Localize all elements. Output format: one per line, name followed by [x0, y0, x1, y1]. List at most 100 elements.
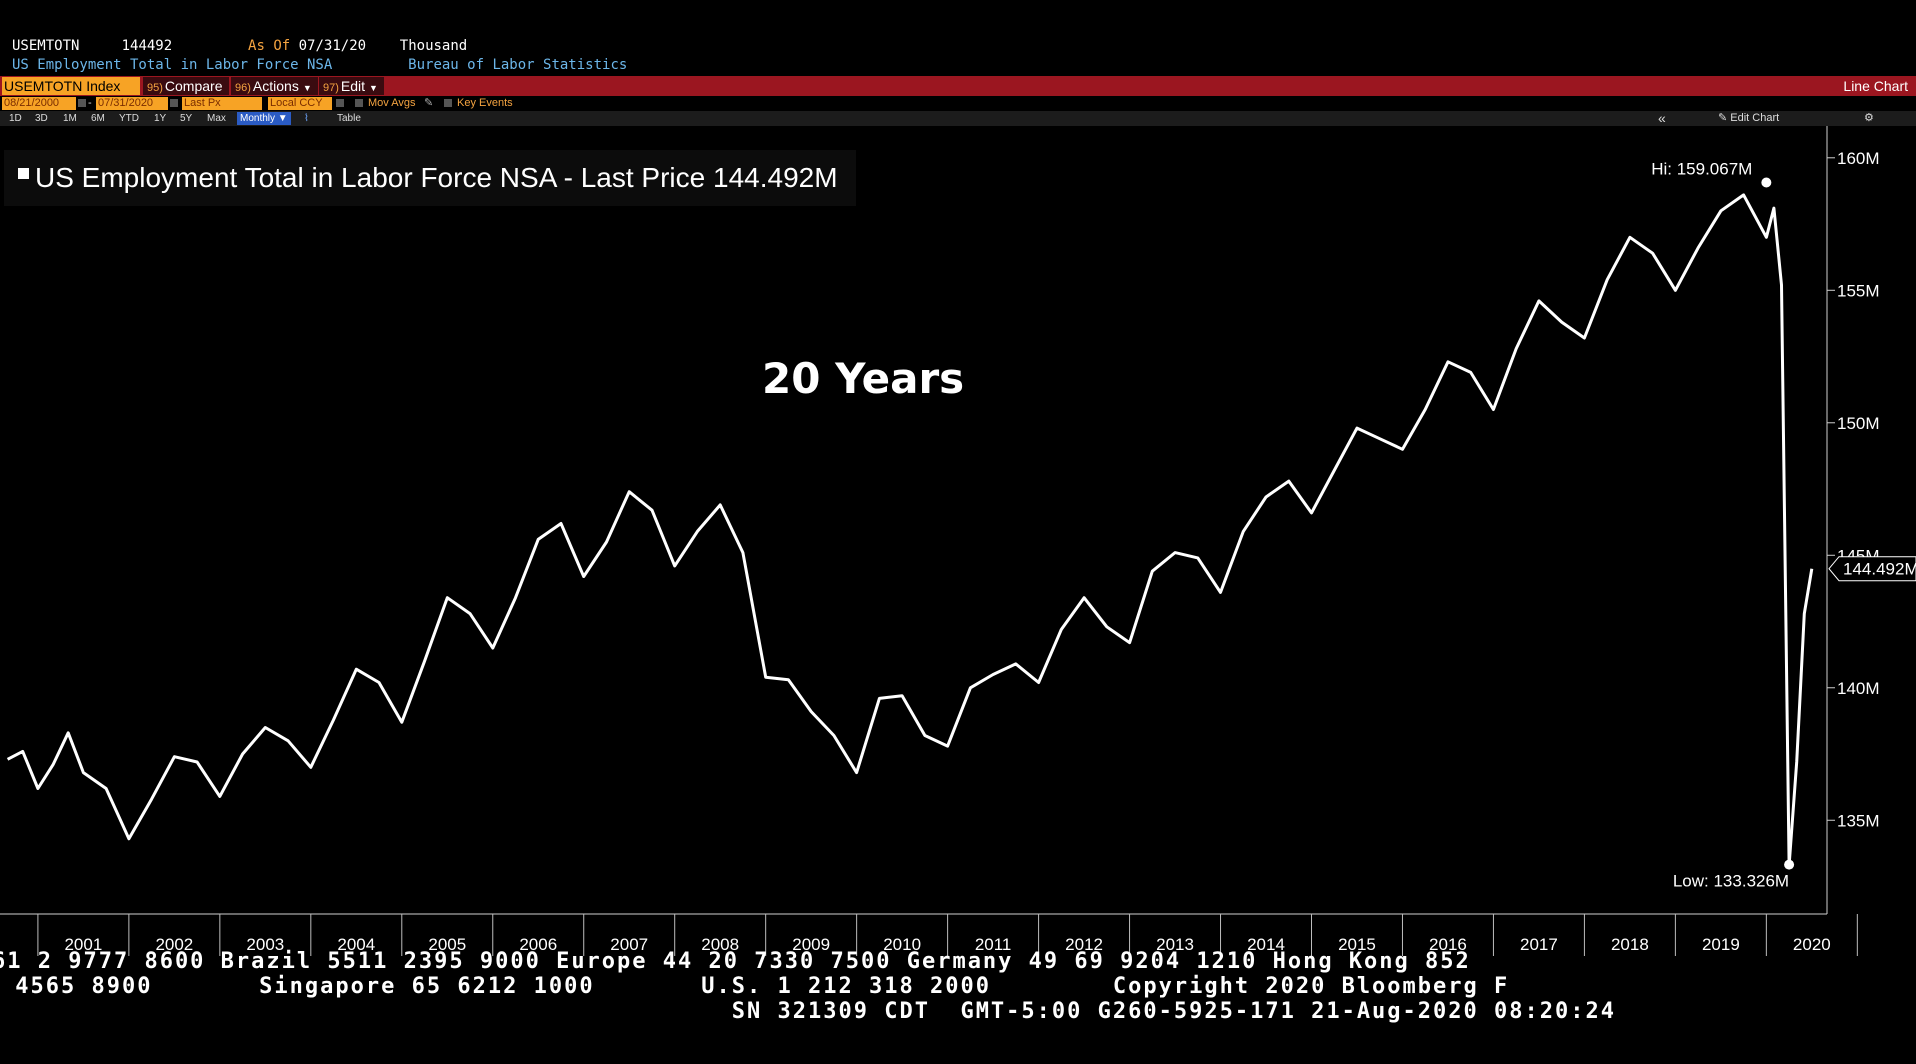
x-tick-label: 2006: [519, 935, 557, 954]
x-tick-label: 2015: [1338, 935, 1376, 954]
period-max-button[interactable]: Max: [207, 113, 226, 124]
x-tick-label: 2019: [1702, 935, 1740, 954]
key-events-checkbox[interactable]: [444, 99, 452, 107]
end-date-input[interactable]: 07/31/2020: [96, 97, 168, 110]
x-tick-label: 2018: [1611, 935, 1649, 954]
y-tick-label: 150M: [1837, 414, 1880, 433]
period-1d-button[interactable]: 1D: [9, 113, 22, 124]
as-of-date: 07/31/20: [298, 38, 367, 54]
chart-annotation: 20 Years: [762, 354, 965, 403]
x-tick-label: 2009: [792, 935, 830, 954]
ticker-code: USEMTOTN: [12, 38, 80, 54]
chevron-down-icon: ▼: [369, 83, 378, 93]
x-tick-label: 2001: [64, 935, 102, 954]
chevron-down-icon: ▼: [302, 83, 312, 93]
command-bar: USEMTOTN Index 95) Compare 96) Actions ▼ 97…: [0, 76, 1916, 96]
period-toolbar: 1D 3D 1M 6M YTD 1Y 5Y Max Monthly ▼ ⌇ Ta…: [0, 111, 1916, 126]
legend-last-value: 144.492M: [713, 162, 838, 193]
edit-shortcut: 97): [323, 82, 339, 94]
data-source: Bureau of Labor Statistics: [408, 57, 628, 73]
y-tick-label: 140M: [1837, 679, 1880, 698]
compare-shortcut: 95): [147, 82, 163, 94]
employment-series-line: [6, 193, 1814, 867]
chart-type-selector[interactable]: Line Chart: [1843, 78, 1908, 94]
footer-contacts-line-2: 4565 8900 Singapore 65 6212 1000 U.S. 1 …: [0, 974, 1510, 999]
key-events-label[interactable]: Key Events: [457, 97, 513, 109]
line-chart: 2001 2002 2003 2004 2005 2006 2007 2008 2009 2010…: [0, 126, 1916, 956]
period-6m-button[interactable]: 6M: [91, 113, 105, 124]
last-value-tag: [1828, 556, 1916, 582]
compare-label: Compare: [164, 78, 223, 94]
collapse-button[interactable]: «: [1658, 110, 1666, 126]
hi-low-markers: Hi: 159.067M Low: 133.326M 144.492M: [1651, 160, 1916, 891]
frequency-label: Monthly: [240, 113, 276, 124]
axis-lines: [0, 126, 1828, 915]
currency-dropdown-icon[interactable]: [336, 99, 344, 107]
x-tick-label: 2012: [1065, 935, 1103, 954]
x-tick-label: 2013: [1156, 935, 1194, 954]
high-point-label: Hi: 159.067M: [1651, 160, 1752, 179]
table-button[interactable]: Table: [337, 113, 361, 124]
as-of-label: As Of: [248, 38, 291, 54]
x-tick-label: 2010: [883, 935, 921, 954]
x-axis-ticks: 2001 2002 2003 2004 2005 2006 2007 2008 2009 2010…: [37, 914, 1858, 956]
edit-chart-button[interactable]: ✎ Edit Chart: [1718, 111, 1779, 126]
currency-selector[interactable]: Local CCY: [268, 97, 332, 110]
x-tick-label: 2011: [975, 935, 1012, 954]
low-point-marker: [1784, 859, 1795, 870]
period-1y-button[interactable]: 1Y: [154, 113, 167, 124]
high-point-marker: [1761, 177, 1772, 188]
calendar-icon[interactable]: [170, 99, 178, 107]
mov-avgs-label[interactable]: Mov Avgs: [368, 97, 416, 109]
period-1m-button[interactable]: 1M: [63, 113, 77, 124]
date-separator: -: [88, 97, 92, 109]
line-style-icon[interactable]: ⌇: [304, 113, 309, 124]
actions-button[interactable]: 96) Actions ▼: [231, 77, 318, 95]
y-tick-label: 160M: [1837, 149, 1880, 168]
security-input[interactable]: USEMTOTN Index: [2, 77, 140, 95]
x-tick-label: 2002: [155, 935, 193, 954]
edit-button[interactable]: 97) Edit ▼: [319, 77, 384, 95]
edit-chart-icon: ✎: [1718, 112, 1728, 124]
footer-session-line: SN 321309 CDT GMT-5:00 G260-5925-171 21-…: [0, 999, 1616, 1024]
edit-label: Edit: [340, 78, 366, 94]
calendar-icon[interactable]: [78, 99, 86, 107]
period-ytd-button[interactable]: YTD: [119, 113, 139, 124]
start-date-input[interactable]: 08/21/2000: [2, 97, 76, 110]
period-3d-button[interactable]: 3D: [35, 113, 48, 124]
compare-button[interactable]: 95) Compare: [143, 77, 229, 95]
field-selector[interactable]: Last Px: [182, 97, 262, 110]
frequency-selector[interactable]: Monthly ▼: [237, 112, 291, 125]
legend-swatch: [18, 168, 29, 179]
x-tick-label: 2005: [428, 935, 466, 954]
legend-text: US Employment Total in Labor Force NSA -…: [35, 162, 706, 193]
x-tick-label: 2004: [337, 935, 375, 954]
x-tick-label: 2016: [1429, 935, 1467, 954]
low-point-label: Low: 133.326M: [1673, 872, 1789, 891]
x-tick-label: 2017: [1520, 935, 1558, 954]
last-value-label: 144.492M: [1843, 560, 1916, 579]
x-tick-label: 2020: [1793, 935, 1831, 954]
footer-contacts-line-1: 61 2 9777 8600 Brazil 5511 2395 9000 Eur…: [0, 949, 1471, 974]
x-tick-label: 2014: [1247, 935, 1285, 954]
y-tick-label: 135M: [1837, 811, 1880, 830]
x-tick-label: 2003: [246, 935, 284, 954]
security-info-line: USEMTOTN 144492 As Of 07/31/20 Thousand: [12, 38, 467, 54]
security-description: US Employment Total in Labor Force NSA: [12, 57, 333, 73]
gear-icon[interactable]: ⚙: [1864, 112, 1874, 124]
date-range-row: 08/21/2000 - 07/31/2020 Last Px Local CC…: [0, 96, 1916, 111]
ticker-value: 144492: [121, 38, 173, 54]
units-label: Thousand: [399, 38, 468, 54]
security-description-line: US Employment Total in Labor Force NSA B…: [12, 57, 627, 73]
edit-chart-label: Edit Chart: [1730, 112, 1780, 124]
chart-legend: US Employment Total in Labor Force NSA -…: [4, 150, 856, 206]
x-tick-label: 2007: [610, 935, 648, 954]
y-tick-label: 155M: [1837, 281, 1880, 300]
pencil-icon[interactable]: ✎: [424, 97, 434, 109]
mov-avgs-checkbox[interactable]: [355, 99, 363, 107]
x-tick-label: 2008: [701, 935, 739, 954]
period-5y-button[interactable]: 5Y: [180, 113, 193, 124]
actions-label: Actions: [252, 78, 299, 94]
actions-shortcut: 96): [235, 82, 251, 94]
